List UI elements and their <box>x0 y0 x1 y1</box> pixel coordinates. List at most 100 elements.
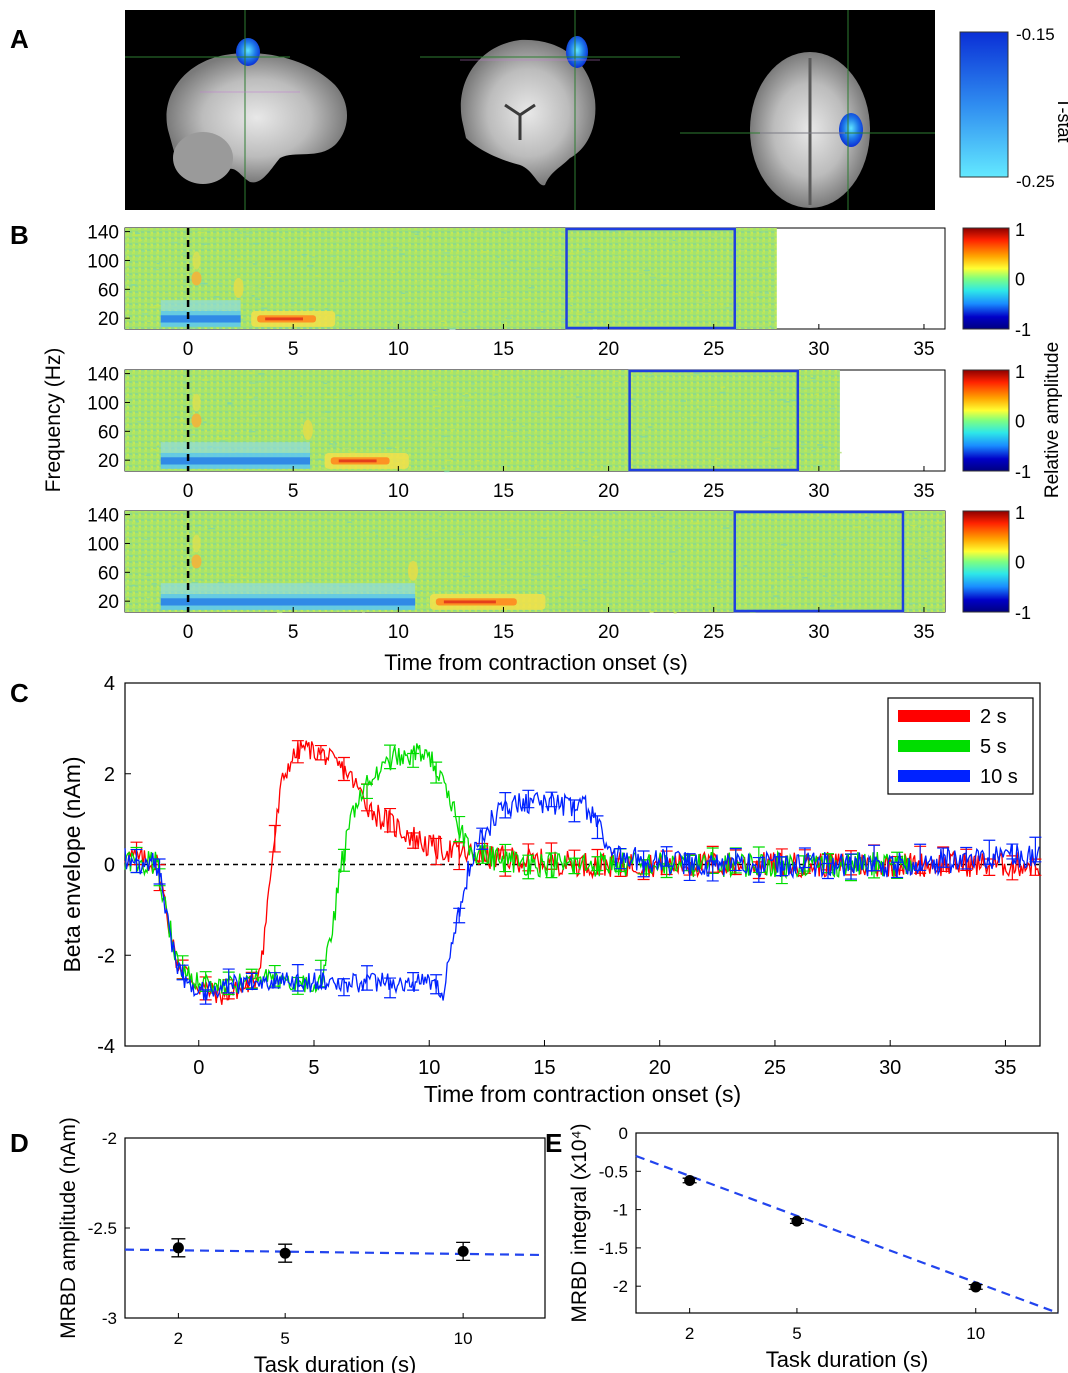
spectrogram-noise <box>596 382 600 384</box>
spectrogram-noise <box>141 313 149 315</box>
spectrogram-noise <box>704 289 711 292</box>
spectrogram-noise <box>366 275 373 277</box>
spectrogram-noise <box>526 544 534 546</box>
spectrogram-noise <box>808 404 813 406</box>
spectrogram-noise <box>769 325 772 328</box>
spectrogram-noise <box>179 419 185 422</box>
spectrogram-noise <box>182 252 189 255</box>
spectrogram-noise <box>555 416 562 419</box>
spectrogram-noise <box>802 576 808 579</box>
spectrogram-noise <box>427 235 431 238</box>
error-bar <box>430 974 443 995</box>
spectrogram-noise <box>280 524 285 526</box>
spectrogram-noise <box>429 287 435 290</box>
error-bar <box>153 858 166 885</box>
y-tick-label: 60 <box>98 563 119 584</box>
spectrogram-noise <box>603 581 607 584</box>
spectrogram-noise <box>766 590 769 593</box>
spectrogram-noise <box>141 250 146 253</box>
spectrogram-noise <box>344 447 351 450</box>
y-tick-label: -2 <box>102 1129 117 1148</box>
spectrogram-noise <box>748 291 755 293</box>
spectrogram-noise <box>136 520 139 523</box>
spectrogram-noise <box>750 240 757 242</box>
spectrogram-noise <box>324 411 332 413</box>
panel-letter-a: A <box>10 24 29 54</box>
spectrogram-noise <box>773 595 780 597</box>
spectrogram-noise <box>897 584 905 587</box>
data-point <box>970 1281 982 1293</box>
x-tick-label: 0 <box>183 622 194 643</box>
spectrogram-noise <box>642 247 646 249</box>
spectrogram-noise <box>348 267 353 269</box>
spectrogram-noise <box>176 549 181 551</box>
spectrogram-noise <box>554 587 560 589</box>
error-bar <box>384 977 397 999</box>
spectrogram-noise <box>511 419 516 421</box>
spectrogram-noise <box>405 302 411 304</box>
spectrogram-noise <box>905 585 913 588</box>
spectrogram-noise <box>150 449 156 451</box>
x-tick-label: 2 <box>174 1329 183 1348</box>
spectrogram-noise <box>449 292 453 294</box>
spectrogram-noise <box>635 578 643 581</box>
y-tick-label: 100 <box>87 251 119 272</box>
error-bar <box>476 827 489 850</box>
spectrogram-noise <box>527 437 530 440</box>
y-tick-label: 60 <box>98 280 119 301</box>
spectrogram-noise <box>608 437 614 439</box>
spectrogram-noise <box>146 420 151 423</box>
baseline-window-box <box>565 227 736 330</box>
x-tick-label: 30 <box>808 481 829 502</box>
spectrogram-noise <box>634 404 637 406</box>
amplitude-colorbar <box>962 510 1010 613</box>
spectrogram-noise <box>202 421 207 423</box>
error-bar <box>545 791 558 808</box>
spectrogram-noise <box>636 599 641 602</box>
spectrogram-noise <box>560 376 564 379</box>
spectrogram-noise <box>593 524 597 526</box>
y-tick-label: 140 <box>87 223 119 244</box>
x-tick-label: 35 <box>913 339 934 360</box>
spectrogram-noise <box>207 401 210 403</box>
spectrogram-noise <box>770 450 773 452</box>
spectrogram-noise <box>299 526 302 529</box>
spectrogram-noise <box>910 524 917 527</box>
spectrogram-noise <box>832 553 836 555</box>
spectrogram-noise <box>404 437 411 439</box>
spectrogram-noise <box>883 570 889 572</box>
error-bar <box>591 815 604 840</box>
error-bar <box>268 972 281 989</box>
spectrogram-noise <box>234 519 238 522</box>
spectrogram-noise <box>469 396 474 398</box>
x-tick-label: 10 <box>418 1057 440 1079</box>
panel-b-ylabel: Frequency (Hz) <box>42 348 65 493</box>
spectrogram-noise <box>439 515 442 518</box>
spectrogram-noise <box>760 436 766 439</box>
error-bar <box>891 861 904 879</box>
spectrogram-noise <box>314 577 321 580</box>
y-tick-label: -2 <box>613 1277 628 1296</box>
spectrogram-noise <box>596 529 601 531</box>
spectrogram-noise <box>917 557 921 559</box>
spectrogram-noise <box>173 512 177 515</box>
spectrogram-noise <box>273 576 278 579</box>
spectrogram-noise <box>649 247 653 249</box>
spectrogram-noise <box>349 228 354 231</box>
gamma-burst-upper <box>192 534 201 553</box>
colorbar-tick-label: -1 <box>1015 462 1031 482</box>
spectrogram-noise <box>425 538 430 540</box>
spectrogram-noise <box>613 512 616 514</box>
spectrogram-noise <box>511 309 516 311</box>
spectrogram-noise <box>198 579 202 581</box>
spectrogram-noise <box>718 303 724 305</box>
spectrogram-noise <box>586 311 594 313</box>
spectrogram-noise <box>333 239 338 242</box>
spectrogram-noise <box>149 306 156 309</box>
spectrogram-noise <box>768 582 774 584</box>
spectrogram-noise <box>453 377 460 379</box>
spectrogram-noise <box>561 318 567 321</box>
y-tick-label: 4 <box>104 673 115 695</box>
spectrogram-noise <box>547 467 552 469</box>
spectrogram-noise <box>494 290 502 293</box>
